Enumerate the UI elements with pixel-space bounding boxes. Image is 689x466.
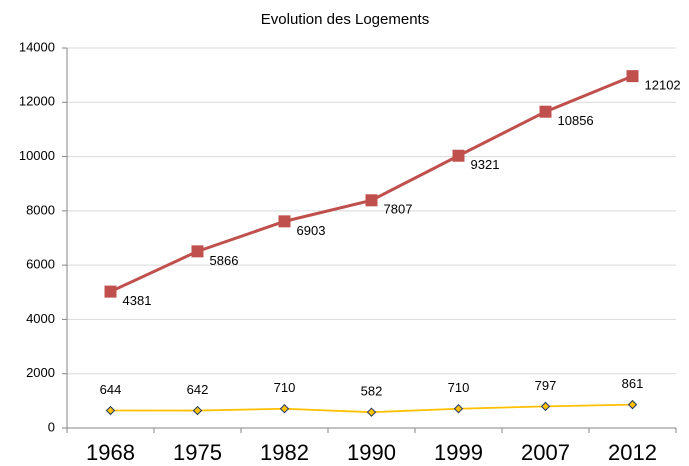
y-tick-label: 6000 — [26, 257, 55, 272]
x-tick-label: 1968 — [86, 440, 135, 465]
data-label: 5866 — [210, 253, 239, 268]
chart-title: Evolution des Logements — [261, 11, 429, 28]
data-label: 710 — [448, 380, 470, 395]
data-label: 582 — [361, 384, 383, 399]
marker — [539, 105, 552, 118]
x-tick-label: 2007 — [521, 440, 570, 465]
y-tick-label: 14000 — [19, 39, 55, 54]
marker — [278, 215, 291, 228]
y-tick-label: 0 — [48, 419, 55, 434]
marker — [191, 245, 204, 258]
marker — [105, 405, 116, 416]
marker — [626, 70, 639, 83]
marker — [540, 401, 551, 412]
data-label: 797 — [535, 378, 557, 393]
y-tick-label: 12000 — [19, 94, 55, 109]
data-label: 12102 — [645, 78, 681, 93]
x-tick-label: 1982 — [260, 440, 309, 465]
marker — [453, 404, 464, 414]
data-label: 710 — [274, 380, 296, 395]
y-tick-label: 2000 — [26, 365, 55, 380]
data-label: 9321 — [471, 157, 500, 172]
data-label: 642 — [187, 382, 209, 397]
data-label: 861 — [622, 376, 644, 391]
x-tick-label: 1975 — [173, 440, 222, 465]
x-tick-label: 1990 — [347, 440, 396, 465]
data-label: 10856 — [558, 113, 594, 128]
data-label: 644 — [100, 382, 122, 397]
marker — [192, 405, 203, 416]
data-label: 6903 — [297, 223, 326, 238]
marker — [366, 407, 377, 417]
y-tick-label: 10000 — [19, 148, 55, 163]
y-tick-label: 4000 — [26, 311, 55, 326]
data-label: 7807 — [384, 202, 413, 217]
x-tick-label: 2012 — [608, 440, 657, 465]
marker — [365, 194, 378, 207]
marker — [452, 149, 465, 162]
y-tick-label: 8000 — [26, 202, 55, 217]
data-label: 4381 — [123, 293, 152, 308]
marker — [104, 285, 117, 298]
series-line — [109, 74, 634, 293]
marker — [279, 404, 290, 414]
x-tick-label: 1999 — [434, 440, 483, 465]
marker — [627, 399, 638, 410]
